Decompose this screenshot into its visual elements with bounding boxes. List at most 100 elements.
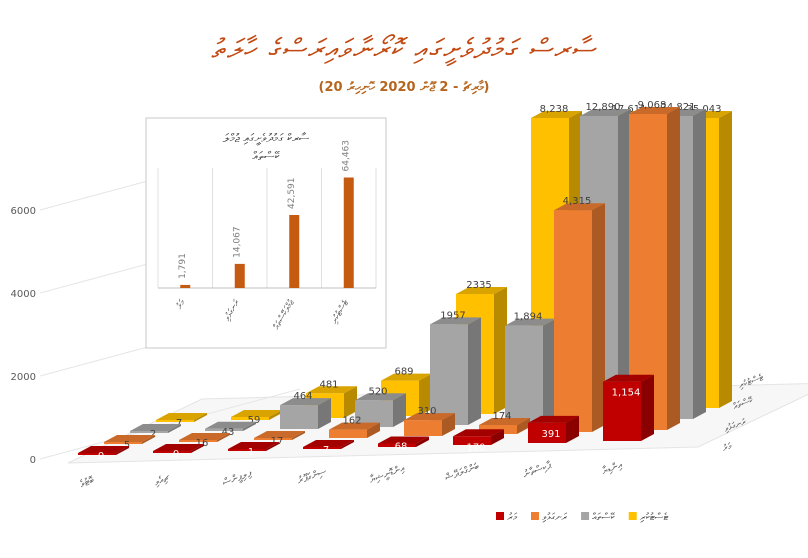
- bar-front: [404, 420, 442, 436]
- bar-side: [168, 424, 181, 433]
- bar-side: [243, 421, 256, 431]
- bar-side: [442, 413, 455, 436]
- bar-front: [228, 449, 266, 451]
- data-label: 481: [319, 379, 338, 390]
- bar: 43: [205, 421, 256, 438]
- bar-top: [580, 109, 631, 116]
- bar-side: [217, 433, 230, 442]
- legend: މަރު ރަނގަޅުވި ކޭސްތައް ޓެސްޓުކުރި: [496, 512, 668, 523]
- bar-top: [280, 398, 331, 406]
- bar-side: [194, 413, 207, 422]
- bar-top: [228, 442, 279, 449]
- bar-side: [393, 393, 406, 427]
- data-label: 170: [466, 442, 485, 453]
- bar-side: [491, 429, 504, 445]
- bar: 68: [378, 436, 429, 453]
- y-tick-label: 4000: [11, 289, 36, 300]
- bar-front: [453, 436, 491, 445]
- data-label: 0: [98, 451, 104, 462]
- data-label: 1,894: [514, 312, 543, 323]
- data-label: 520: [368, 386, 387, 397]
- data-label: 17: [271, 436, 284, 447]
- bar: 1,154: [603, 374, 654, 441]
- data-label: 464: [293, 391, 312, 402]
- bar-front: [280, 405, 318, 429]
- bar-side: [641, 374, 654, 441]
- bar-side: [266, 442, 279, 451]
- bar: 1: [228, 442, 279, 458]
- x-tick-label: ބަންގްލަދޭޝް: [444, 461, 481, 484]
- bar-top: [355, 393, 406, 401]
- bar: 162: [329, 416, 380, 438]
- inset-data-label: 64,463: [342, 140, 352, 172]
- data-label: 1: [248, 447, 254, 458]
- inset-chart: ސާރކް ގަމުދުވެށީގައި ޖުމްލަ ކޭސްތައް 1,791…: [145, 117, 387, 349]
- bar: 7: [303, 440, 354, 456]
- bar-top: [505, 318, 556, 326]
- bar-front: [329, 429, 367, 438]
- data-label: 7: [176, 418, 182, 429]
- x-tick-label: ޗިއެވި: [153, 473, 172, 489]
- bar-top: [130, 424, 181, 431]
- bar-top: [479, 418, 530, 426]
- legend-label: މަރު: [507, 512, 518, 523]
- data-label: 689: [394, 367, 413, 378]
- bar-top: [153, 444, 204, 451]
- bar-top: [254, 431, 305, 438]
- data-label: 174: [492, 411, 511, 422]
- bar-front: [130, 431, 168, 433]
- bar: 391: [528, 415, 579, 443]
- bar-side: [416, 436, 429, 447]
- y-tick-label: 6000: [11, 206, 36, 217]
- data-label: 5: [124, 440, 130, 451]
- x-axis: ބޮޓުވެ ޗިއެވި ފިލިޕީންސް ސިންގަޕޫރު އިންޑޮނީ…: [79, 460, 625, 491]
- bar-front: [629, 114, 667, 430]
- bar-side: [618, 109, 631, 421]
- x-tick-label: އިންޑޮނީޝިޔާ: [368, 463, 407, 486]
- bar-top: [156, 413, 207, 420]
- legend-swatch: [581, 512, 590, 520]
- bar-top: [603, 374, 654, 382]
- data-label: 12,890: [586, 102, 621, 113]
- bar-top: [554, 203, 605, 211]
- bar: 310: [404, 406, 455, 436]
- bar: 2: [130, 424, 181, 440]
- bar-front: [254, 438, 292, 440]
- bar-top: [453, 429, 504, 437]
- y-tick-label: 2000: [11, 372, 36, 383]
- bar-side: [543, 318, 556, 423]
- bar-top: [78, 446, 129, 453]
- chart-subtitle: (20 މާރިޗު - 2 ޖޫން 2020 ހޮނިހިރު): [318, 80, 490, 95]
- legend-label: ކޭސްތައް: [592, 512, 615, 523]
- bar: 59: [231, 409, 282, 426]
- bar-side: [142, 435, 155, 444]
- bar-front: [505, 325, 543, 423]
- bar-side: [667, 107, 680, 430]
- data-label: 162: [342, 416, 361, 427]
- bar-front: [231, 416, 269, 420]
- bar-front: [430, 324, 468, 425]
- bar-front: [156, 420, 194, 422]
- inset-bar: [234, 263, 245, 288]
- depth-tick-label: މަރު: [721, 442, 733, 455]
- bar: 464: [280, 391, 331, 429]
- x-tick-label: ފިލިޕީންސް: [221, 468, 254, 489]
- x-tick-label: ސިންގަޕޫރު: [296, 466, 328, 487]
- inset-data-label: 42,591: [287, 177, 297, 209]
- bar-side: [566, 415, 579, 443]
- bar-top: [381, 373, 432, 381]
- x-tick-label: ޕާކިސްތާނު: [522, 460, 554, 481]
- bar: 9,068: [629, 100, 680, 430]
- bar-top: [329, 422, 380, 430]
- bar: 170: [453, 429, 504, 453]
- bar-side: [517, 418, 530, 434]
- bar: 4,315: [554, 196, 605, 432]
- bar: 0: [78, 446, 129, 462]
- data-label: 2: [150, 429, 156, 440]
- bar-front: [528, 422, 566, 443]
- bar-side: [292, 431, 305, 440]
- x-tick-label: ބޮޓުވެ: [79, 475, 97, 490]
- bar-side: [592, 203, 605, 432]
- bar-side: [419, 373, 432, 416]
- bar: 1,894: [505, 312, 556, 423]
